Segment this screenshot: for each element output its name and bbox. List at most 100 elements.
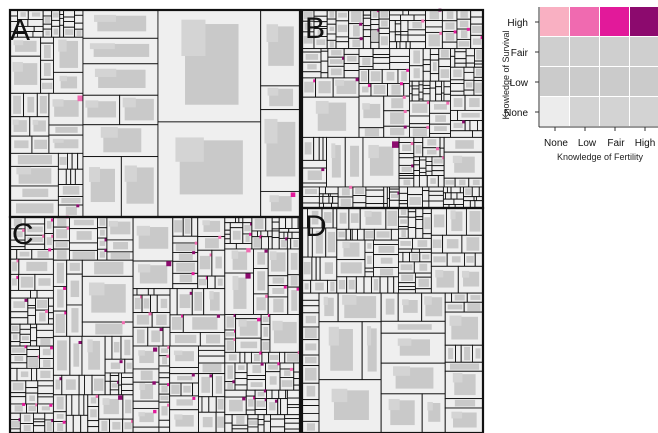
treemap-highlight-mark xyxy=(277,362,281,366)
treemap-cell xyxy=(224,238,231,244)
treemap-inner-block xyxy=(434,104,447,110)
treemap-cell xyxy=(84,374,93,396)
treemap-inner-block xyxy=(14,40,37,52)
treemap-inner-block xyxy=(55,242,68,248)
legend-x-tick-high: High xyxy=(635,138,656,149)
treemap-cell xyxy=(301,159,327,169)
treemap-cell xyxy=(254,409,267,416)
treemap-highlight-mark xyxy=(259,351,263,355)
treemap-cell xyxy=(389,199,400,209)
treemap-cell xyxy=(400,34,409,43)
treemap-inner-block xyxy=(43,44,51,59)
treemap-inner-sub-block xyxy=(364,210,372,217)
treemap-inner-sub-block xyxy=(269,251,277,260)
treemap-inner-block xyxy=(307,170,322,181)
treemap-inner-sub-block xyxy=(449,315,462,326)
treemap-cell xyxy=(109,389,120,396)
treemap-inner-block xyxy=(400,219,407,224)
treemap-inner-block xyxy=(304,367,317,381)
treemap-cell xyxy=(224,229,231,235)
treemap-inner-block xyxy=(226,316,235,328)
treemap-inner-block xyxy=(256,400,266,407)
treemap-cell xyxy=(191,216,199,237)
treemap-inner-block xyxy=(161,348,168,353)
treemap-cell xyxy=(284,418,301,424)
treemap-cell xyxy=(37,396,54,405)
treemap-highlight-mark xyxy=(355,77,360,82)
treemap-inner-block xyxy=(13,95,21,114)
treemap-cell xyxy=(169,288,178,316)
legend-cell xyxy=(630,37,658,66)
treemap-cell xyxy=(257,419,265,426)
treemap-inner-block xyxy=(39,95,47,114)
treemap-inner-block xyxy=(201,376,211,393)
treemap-cell xyxy=(158,365,171,374)
treemap-cell xyxy=(456,192,464,200)
treemap-inner-block xyxy=(305,356,317,364)
treemap-cell xyxy=(413,164,420,172)
treemap-inner-sub-block xyxy=(424,296,432,305)
treemap-inner-block xyxy=(176,262,195,272)
treemap-cell xyxy=(147,288,155,296)
treemap-inner-block xyxy=(448,347,454,360)
treemap-cell xyxy=(397,251,404,263)
treemap-cell xyxy=(104,380,111,396)
legend-cell xyxy=(540,67,569,96)
treemap-cell xyxy=(397,282,416,287)
treemap-inner-block xyxy=(17,155,53,165)
treemap-inner-sub-block xyxy=(94,68,117,77)
treemap-highlight-mark xyxy=(45,310,49,314)
treemap-inner-sub-block xyxy=(174,414,183,420)
treemap-inner-sub-block xyxy=(139,383,146,390)
treemap-inner-block xyxy=(11,325,19,332)
treemap-cell xyxy=(9,311,29,319)
treemap-inner-block xyxy=(209,292,220,311)
treemap-cell xyxy=(263,420,271,433)
treemap-cell xyxy=(362,36,372,50)
treemap-inner-block xyxy=(140,370,153,381)
treemap-highlight-mark xyxy=(24,298,28,302)
treemap-inner-block xyxy=(391,98,404,109)
treemap-inner-block xyxy=(110,362,121,369)
treemap-inner-block xyxy=(305,315,317,324)
treemap-cell xyxy=(27,307,36,316)
panel-c xyxy=(9,215,301,433)
treemap-inner-block xyxy=(373,278,379,291)
treemap-cell xyxy=(473,76,484,82)
treemap-highlight-mark xyxy=(181,314,185,318)
treemap-highlight-mark xyxy=(50,346,54,350)
treemap-inner-block xyxy=(459,179,466,186)
treemap-cell xyxy=(450,109,458,122)
treemap-inner-block xyxy=(161,406,168,416)
treemap-cell xyxy=(378,27,390,34)
treemap-highlight-mark xyxy=(218,235,222,239)
treemap-cell xyxy=(257,424,265,433)
treemap-cell xyxy=(425,20,443,28)
treemap-inner-block xyxy=(315,282,324,291)
treemap-cell xyxy=(418,84,424,93)
treemap-highlight-mark xyxy=(78,340,82,344)
treemap-cell xyxy=(413,175,420,188)
treemap-inner-block xyxy=(455,140,474,149)
treemap-highlight-mark xyxy=(290,192,296,198)
treemap-cell xyxy=(158,372,171,379)
treemap-cell xyxy=(224,222,231,231)
treemap-cell xyxy=(429,87,437,102)
treemap-inner-block xyxy=(192,317,218,330)
treemap-inner-block xyxy=(23,425,31,432)
treemap-cell xyxy=(132,400,160,409)
treemap-highlight-mark xyxy=(253,396,257,400)
legend-y-tick-fair: Fair xyxy=(511,48,529,59)
treemap-inner-block xyxy=(238,365,245,370)
treemap-cell xyxy=(394,23,402,33)
legend-x-tick-low: Low xyxy=(578,138,597,149)
treemap-cell xyxy=(318,186,326,195)
treemap-inner-sub-block xyxy=(12,61,23,72)
treemap-inner-sub-block xyxy=(59,75,67,82)
treemap-cell xyxy=(415,228,424,239)
treemap-cell xyxy=(224,422,233,433)
treemap-inner-block xyxy=(413,68,420,79)
treemap-inner-sub-block xyxy=(266,24,279,43)
treemap-inner-block xyxy=(390,127,405,136)
